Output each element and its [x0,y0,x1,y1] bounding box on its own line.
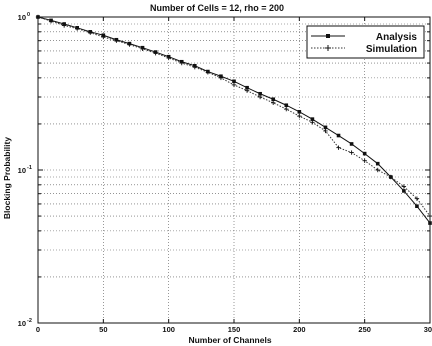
x-tick-label: 200 [293,325,306,334]
y-tick-label: 10 [18,166,26,175]
legend-marker-simulation [325,45,331,51]
analysis-point [349,142,354,146]
legend-label-simulation: Simulation [366,44,417,55]
simulation-point [244,88,250,93]
analysis-point [271,97,275,102]
x-tick-label: 250 [358,325,371,334]
simulation-point [166,55,171,61]
x-tick-label: 0 [36,325,40,334]
analysis-point [362,151,367,156]
simulation-point [101,34,106,40]
simulation-point [414,196,420,201]
x-tick-label: 300 [424,325,432,334]
simulation-point [349,150,354,155]
y-tick-exponent: -1 [27,165,32,171]
x-tick-label: 150 [228,325,241,334]
simulation-point [388,174,393,180]
legend-label-analysis: Analysis [376,32,418,43]
simulation-point [297,113,302,119]
simulation-point [75,26,80,31]
analysis-point [336,133,341,138]
simulation-point [231,82,237,88]
analysis-point [232,79,236,84]
simulation-point [336,145,341,150]
simulation-point [271,100,276,105]
chart-title: Number of Cells = 12, rho = 200 [150,3,284,13]
analysis-point [375,161,380,166]
simulation-point [401,184,407,189]
simulation-point [179,60,184,66]
x-tick-label: 50 [99,325,107,334]
y-axis-label: Blocking Probability [2,137,12,219]
analysis-point [310,117,315,121]
simulation-point [192,64,197,70]
simulation-point [61,23,67,28]
simulation-point [127,42,132,47]
analysis-point [415,204,419,208]
simulation-point [257,94,263,100]
y-tick-exponent: 0 [27,12,30,18]
legend-marker-analysis [326,34,330,38]
analysis-point [297,110,302,114]
simulation-point [375,167,380,173]
analysis-point [284,103,289,108]
simulation-point [218,75,224,81]
x-tick-label: 100 [162,325,175,334]
x-axis-label: Number of Channels [188,335,271,345]
y-tick-exponent: -2 [27,318,32,324]
simulation-point [362,158,367,163]
simulation-point [153,50,158,56]
simulation-point [140,46,145,51]
analysis-point [258,91,262,96]
simulation-point [88,30,93,35]
simulation-point [114,38,119,43]
legend: Analysis Simulation [306,25,425,59]
y-tick-label: 10 [18,319,26,328]
simulation-point [284,106,289,112]
simulation-point [48,18,54,24]
analysis-point [245,85,249,90]
analysis-point [323,125,328,130]
grid-lines [38,17,430,323]
simulation-point [323,128,328,134]
simulation-point [205,70,211,75]
series-simulation [35,14,432,219]
analysis-point [402,189,406,193]
legend-box [306,25,425,59]
y-tick-label: 10 [18,13,26,22]
simulation-point [310,120,315,125]
